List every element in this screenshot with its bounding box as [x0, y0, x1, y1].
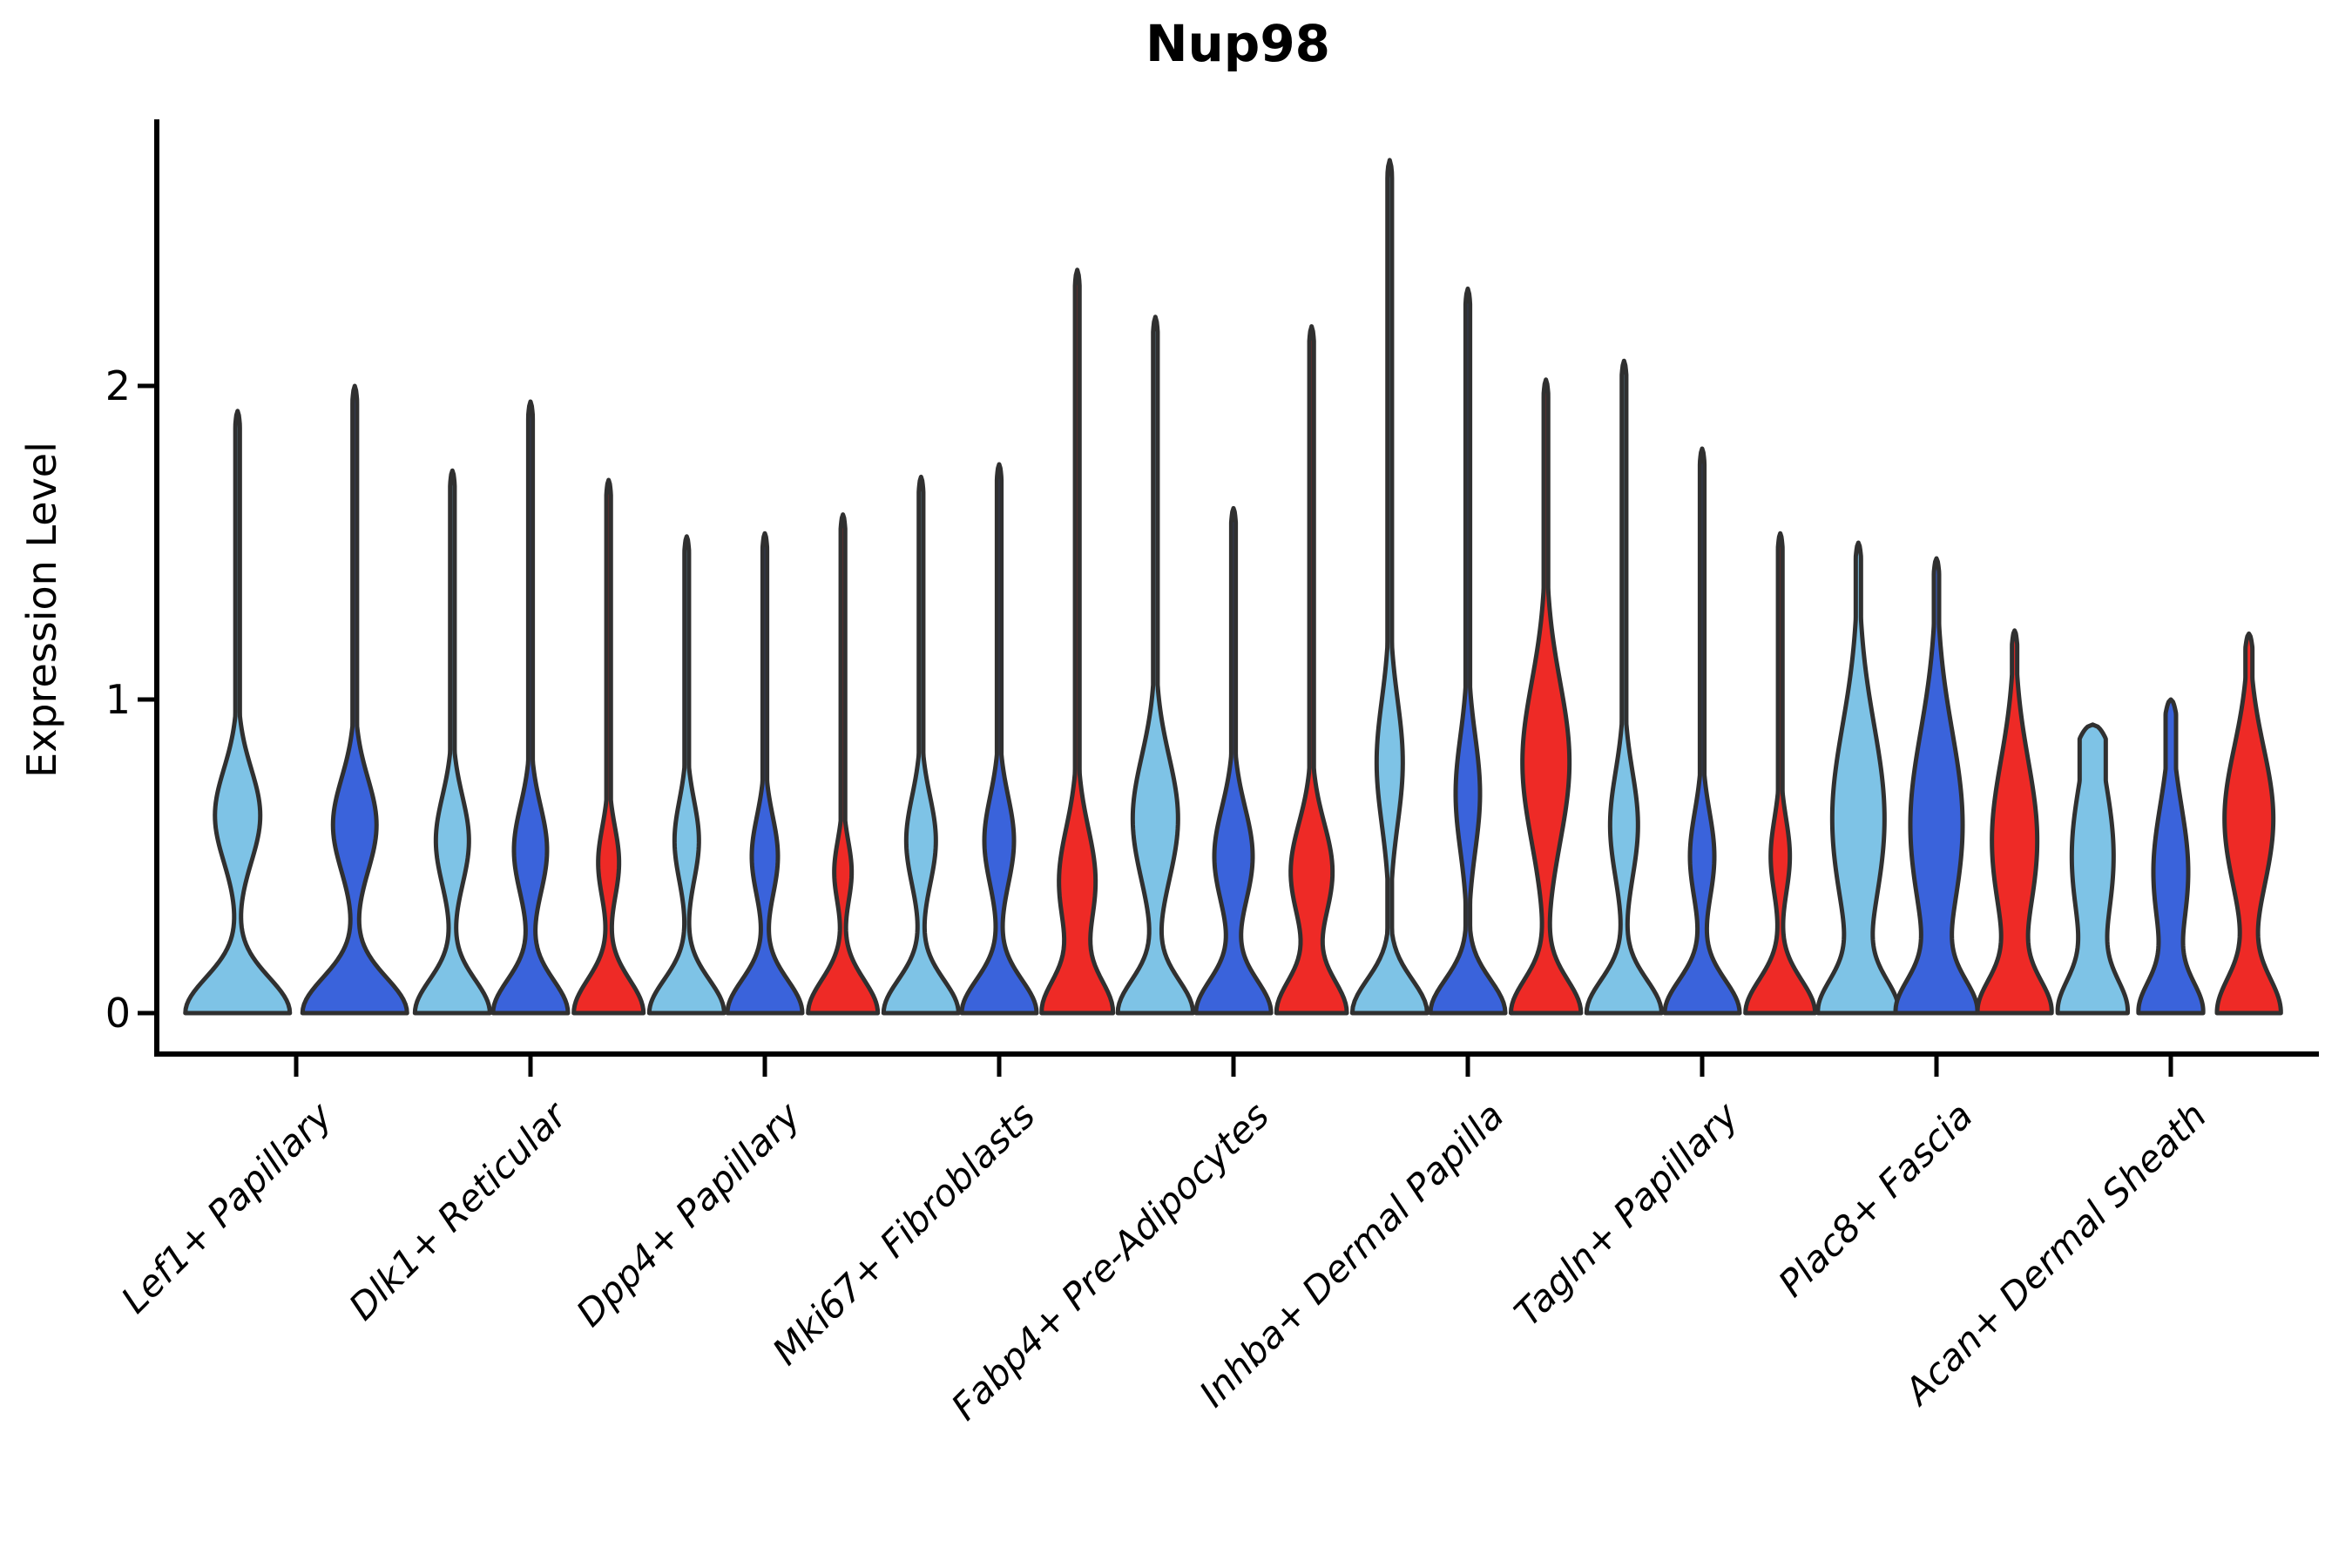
violin-dpp4-light_blue	[646, 534, 727, 1016]
violin-dlk1-dark_blue	[490, 399, 571, 1016]
violin-dlk1-light_blue	[412, 468, 492, 1016]
violin-acan-dark_blue	[2136, 697, 2206, 1016]
violin-plac8-red	[1975, 628, 2054, 1016]
violin-dlk1-red	[571, 477, 646, 1016]
violin-fabp4-red	[1274, 324, 1349, 1016]
violin-inhba-dark_blue	[1428, 286, 1508, 1016]
y-tick-label-1: 1	[105, 676, 131, 723]
violin-mki67-red	[1039, 267, 1116, 1016]
chart-title: Nup98	[1145, 14, 1331, 73]
violin-mki67-dark_blue	[959, 462, 1039, 1016]
violin-fabp4-light_blue	[1115, 314, 1196, 1016]
violin-inhba-light_blue	[1349, 158, 1429, 1016]
violin-plac8-dark_blue	[1893, 556, 1980, 1016]
y-tick-label-2: 2	[105, 362, 131, 409]
violin-tagln-dark_blue	[1662, 446, 1742, 1016]
violin-lef1-light_blue	[183, 409, 293, 1016]
y-tick-label-0: 0	[105, 990, 131, 1037]
violin-plac8-light_blue	[1815, 540, 1902, 1016]
violin-inhba-red	[1508, 377, 1584, 1016]
violin-lef1-dark_blue	[300, 383, 409, 1016]
violin-tagln-red	[1743, 531, 1818, 1016]
violin-acan-light_blue	[2055, 722, 2131, 1016]
violin-dpp4-red	[806, 512, 881, 1016]
violin-acan-red	[2214, 631, 2283, 1016]
violin-tagln-light_blue	[1584, 358, 1664, 1016]
violin-dpp4-dark_blue	[725, 531, 805, 1016]
violin-mki67-light_blue	[881, 474, 961, 1016]
violin-fabp4-dark_blue	[1193, 505, 1274, 1016]
